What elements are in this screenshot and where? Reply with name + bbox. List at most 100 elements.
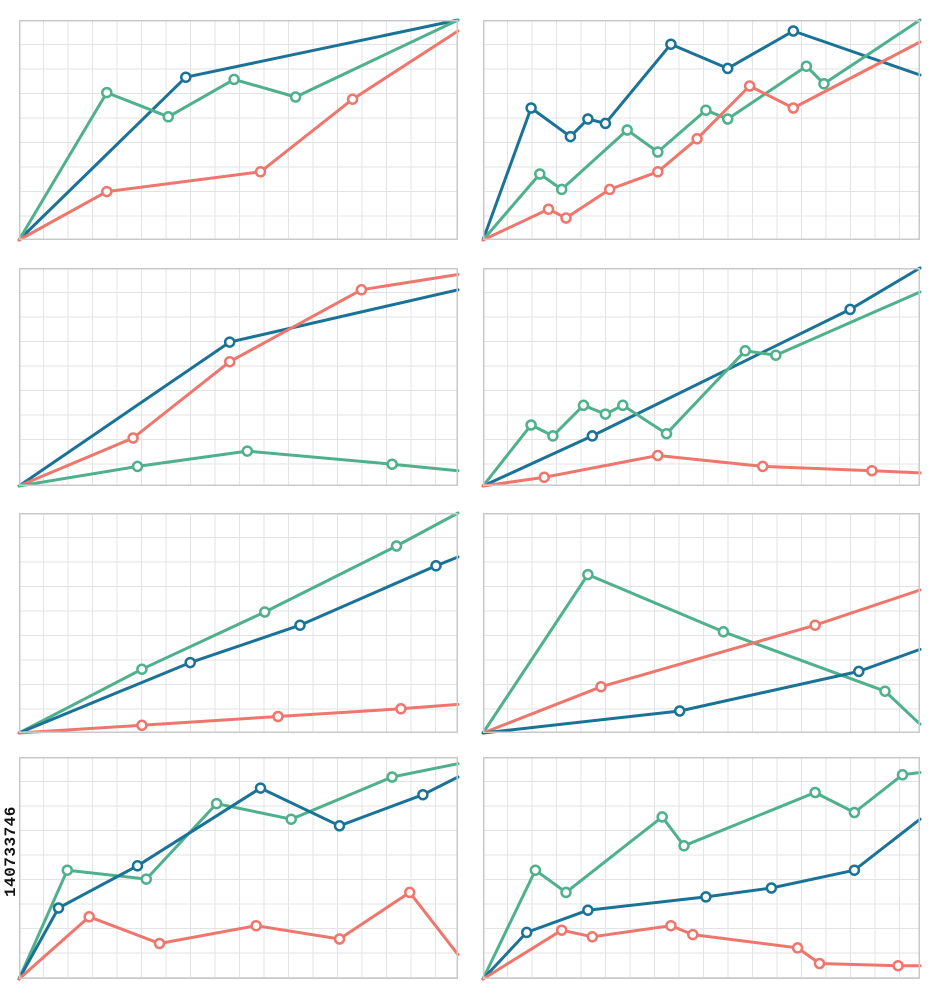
data-point [818, 78, 830, 90]
data-point [665, 38, 677, 50]
data-point [809, 786, 821, 799]
data-point [848, 864, 861, 876]
stock-id-label: 140733746 [2, 806, 20, 898]
data-point [538, 471, 550, 484]
data-point [848, 806, 861, 819]
data-point [101, 185, 113, 198]
chart-frame [483, 513, 920, 733]
series-line-3 [481, 647, 922, 735]
data-point [136, 719, 148, 732]
data-point [131, 860, 144, 872]
line-chart-1 [17, 18, 460, 242]
data-point [809, 619, 821, 631]
data-point [879, 685, 891, 697]
data-point [254, 782, 267, 794]
data-point [652, 146, 664, 158]
data-point [892, 959, 904, 972]
grid [19, 20, 458, 240]
series-line-2 [481, 18, 922, 242]
series-line-2 [17, 18, 460, 242]
data-point [700, 891, 712, 903]
chart-panel-7 [17, 757, 460, 981]
series-line-3 [17, 890, 460, 981]
data-point [582, 568, 594, 581]
data-point [180, 71, 192, 83]
data-point [844, 303, 856, 316]
chart-frame [19, 513, 458, 733]
data-point [430, 560, 442, 572]
data-point [678, 840, 690, 852]
line-chart-8 [481, 757, 922, 981]
data-point [52, 902, 65, 914]
data-point [346, 93, 359, 105]
data-point [787, 102, 800, 114]
series-line-3 [481, 924, 922, 981]
data-point [687, 928, 699, 941]
data-point [403, 886, 416, 899]
chart-panel-8 [481, 757, 922, 981]
data-point [721, 113, 734, 125]
data-point [743, 80, 756, 92]
data-point [417, 788, 429, 801]
data-point [228, 73, 240, 86]
data-point [272, 710, 284, 723]
data-point [800, 60, 813, 72]
data-point [691, 133, 703, 145]
data-point [756, 460, 769, 473]
series-line-1 [17, 762, 460, 981]
data-point [285, 813, 297, 825]
data-point [127, 432, 139, 444]
data-point [386, 771, 398, 783]
data-point [582, 113, 594, 125]
data-point [739, 345, 751, 357]
data-point [241, 445, 254, 457]
data-point [520, 926, 533, 939]
data-point [162, 111, 175, 123]
data-point [542, 203, 555, 215]
data-point [791, 942, 804, 954]
series-line-3 [17, 29, 460, 242]
chart-panel-1 [17, 18, 460, 242]
series-line-1 [481, 266, 922, 488]
data-point [765, 882, 778, 894]
chart-panel-4 [481, 266, 922, 488]
data-point [586, 931, 599, 943]
chart-panel-5 [17, 511, 460, 735]
data-point [599, 408, 612, 420]
data-point [131, 460, 144, 473]
data-point [560, 886, 572, 899]
chart-panel-2 [481, 18, 922, 242]
data-point [395, 703, 407, 715]
data-point [617, 399, 629, 412]
data-point [223, 355, 236, 368]
data-point [582, 904, 594, 916]
data-point [390, 540, 403, 552]
data-point [595, 681, 607, 693]
data-point [652, 166, 664, 178]
data-point [333, 820, 346, 832]
data-point [813, 957, 826, 970]
data-point [787, 25, 800, 37]
data-point [259, 606, 271, 618]
data-point [210, 797, 223, 810]
grid [19, 757, 458, 979]
data-point [153, 937, 166, 950]
chart-panel-3 [17, 268, 460, 488]
data-point [621, 124, 633, 136]
data-point [136, 663, 148, 675]
data-point [660, 427, 673, 440]
data-point [721, 62, 734, 75]
grid [483, 20, 920, 240]
chart-frame [19, 20, 458, 240]
chart-panel-6 [481, 513, 922, 735]
chart-frame [483, 757, 920, 979]
data-point [896, 769, 909, 781]
data-point [673, 705, 686, 717]
series-line-2 [481, 588, 922, 735]
data-point [101, 86, 113, 99]
data-point [555, 924, 568, 936]
series-line-1 [17, 288, 460, 488]
data-point [866, 464, 878, 477]
line-chart-5 [17, 511, 460, 735]
